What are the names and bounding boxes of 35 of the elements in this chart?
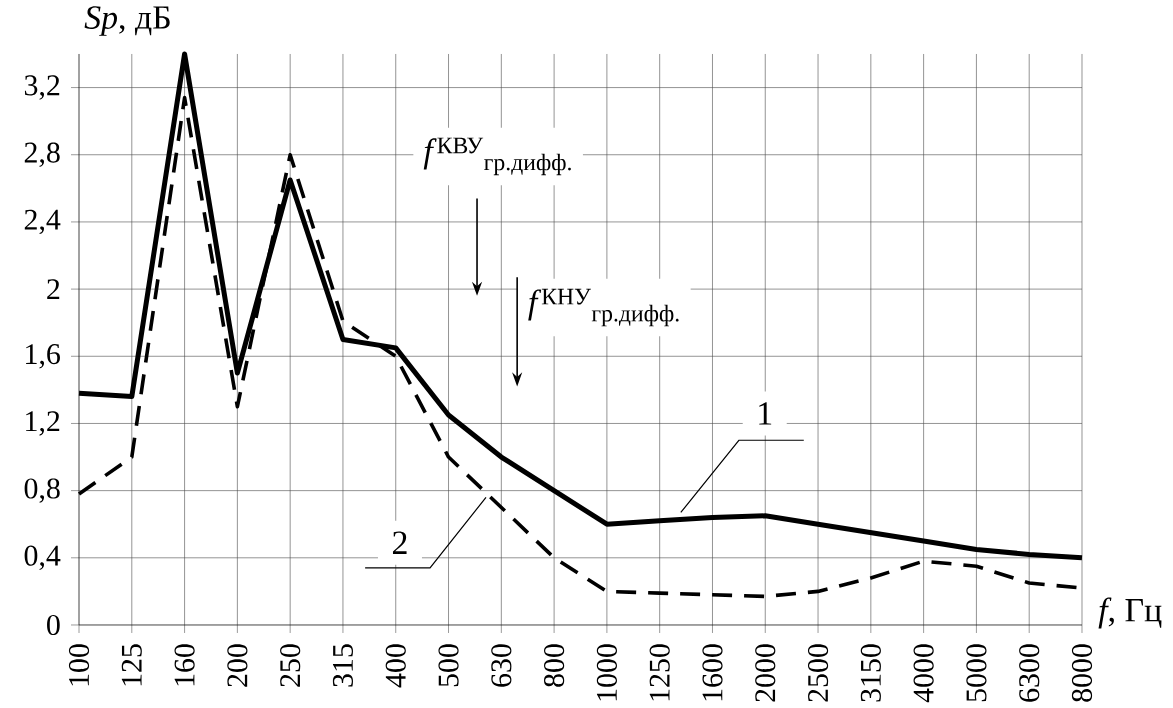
y-tick-label: 1,6 — [26, 344, 60, 369]
x-tick-label: 6300 — [1019, 644, 1040, 702]
y-tick-label: 0,4 — [24, 545, 61, 571]
y-tick-label: 1,2 — [26, 411, 60, 436]
y-tick-label: 2 — [47, 279, 60, 299]
x-tick-label: 200 — [227, 644, 248, 687]
x-tick-label: 630 — [491, 644, 512, 687]
x-tick-label: 250 — [280, 644, 301, 687]
text: 2 — [392, 531, 407, 554]
x-tick-label: 8000 — [1071, 644, 1093, 702]
y-tick-label: 3,2 — [24, 75, 60, 100]
x-tick-label: 500 — [438, 644, 459, 687]
y-tick-label: 0 — [47, 614, 60, 636]
text: 1 — [759, 402, 772, 425]
x-tick-label: 1250 — [649, 644, 670, 701]
y-tick-label: 2,4 — [24, 209, 61, 235]
x-tick-label: 5000 — [966, 644, 987, 702]
annotation: f$^{КВУ}$гр.дифф. — [423, 137, 571, 176]
y-axis-title: Sp, дБ — [84, 6, 170, 36]
x-axis-title: f, Гц — [1098, 597, 1162, 629]
x-tick-label: 1000 — [596, 644, 617, 701]
x-tick-label: 100 — [68, 644, 90, 686]
x-tick-label: 3150 — [860, 644, 881, 702]
x-tick-label: 2500 — [807, 644, 829, 702]
x-tick-label: 1600 — [702, 644, 723, 701]
x-tick-label: 160 — [174, 644, 195, 686]
annotation: f$^{КНУ}$гр.дифф. — [528, 288, 679, 327]
y-tick-label: 2,8 — [24, 142, 60, 167]
x-tick-label: 800 — [544, 644, 565, 687]
x-tick-label: 315 — [332, 644, 353, 687]
y-tick-label: 0,8 — [24, 478, 60, 503]
x-tick-label: 4000 — [913, 644, 934, 703]
x-tick-label: 400 — [385, 644, 406, 688]
x-tick-label: 125 — [121, 644, 142, 686]
x-tick-label: 2000 — [755, 644, 776, 702]
